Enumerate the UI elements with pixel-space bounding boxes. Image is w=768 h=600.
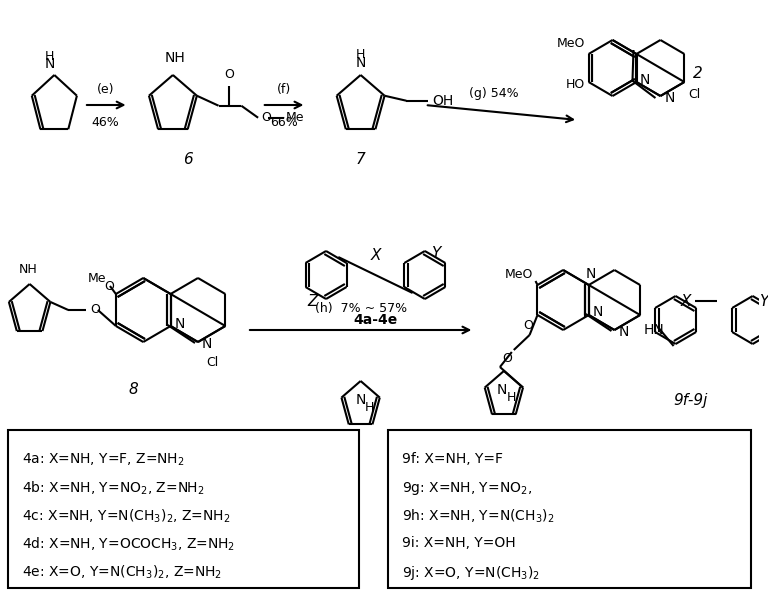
Text: H: H	[507, 391, 516, 404]
Text: N: N	[585, 267, 596, 281]
Text: X: X	[680, 293, 691, 308]
Text: N: N	[593, 305, 603, 319]
Text: N: N	[202, 337, 212, 351]
Text: 9i: X=NH, Y=OH: 9i: X=NH, Y=OH	[402, 536, 516, 550]
Text: (f): (f)	[276, 82, 290, 95]
Text: H: H	[45, 50, 54, 63]
Text: Y: Y	[759, 293, 768, 308]
Text: Y: Y	[431, 245, 440, 260]
Text: O: O	[502, 352, 511, 365]
Text: 8: 8	[128, 383, 138, 397]
Text: 4c: X=NH, Y=N(CH$_3$)$_2$, Z=NH$_2$: 4c: X=NH, Y=N(CH$_3$)$_2$, Z=NH$_2$	[22, 508, 230, 526]
Text: NH: NH	[18, 263, 37, 276]
Text: 4d: X=NH, Y=OCOCH$_3$, Z=NH$_2$: 4d: X=NH, Y=OCOCH$_3$, Z=NH$_2$	[22, 536, 235, 553]
Text: Cl: Cl	[206, 356, 218, 369]
Text: 4a-4e: 4a-4e	[353, 313, 398, 327]
Text: H: H	[365, 401, 374, 414]
Text: 2: 2	[693, 65, 703, 80]
Text: H: H	[356, 48, 366, 61]
Text: NH: NH	[164, 51, 185, 65]
Text: MeO: MeO	[556, 37, 584, 50]
Text: O: O	[104, 280, 114, 292]
Text: HO: HO	[565, 77, 584, 91]
Text: 9f-9j: 9f-9j	[674, 392, 707, 407]
Text: 9j: X=O, Y=N(CH$_3$)$_2$: 9j: X=O, Y=N(CH$_3$)$_2$	[402, 564, 540, 582]
Bar	[389, 430, 751, 588]
Text: MeO: MeO	[505, 268, 534, 281]
Text: (e): (e)	[97, 82, 114, 95]
Text: (h)  7% ~ 57%: (h) 7% ~ 57%	[315, 302, 407, 315]
Text: 46%: 46%	[92, 116, 120, 130]
Text: 6: 6	[183, 152, 193, 167]
Text: 4b: X=NH, Y=NO$_2$, Z=NH$_2$: 4b: X=NH, Y=NO$_2$, Z=NH$_2$	[22, 480, 204, 497]
Text: OH: OH	[432, 94, 453, 108]
Text: N: N	[618, 325, 629, 339]
Text: O: O	[90, 304, 100, 316]
Bar	[8, 430, 359, 588]
Text: 9g: X=NH, Y=NO$_2$,: 9g: X=NH, Y=NO$_2$,	[402, 480, 532, 497]
Text: N: N	[497, 383, 507, 397]
Text: 9h: X=NH, Y=N(CH$_3$)$_2$: 9h: X=NH, Y=N(CH$_3$)$_2$	[402, 508, 554, 526]
Text: N: N	[640, 73, 650, 87]
Text: N: N	[664, 91, 675, 105]
Text: 66%: 66%	[270, 116, 297, 130]
Text: (g) 54%: (g) 54%	[469, 87, 519, 100]
Text: X: X	[370, 248, 381, 263]
Text: Me: Me	[88, 271, 106, 284]
Text: O: O	[261, 111, 271, 124]
Text: O: O	[224, 68, 234, 81]
Text: 4a: X=NH, Y=F, Z=NH$_2$: 4a: X=NH, Y=F, Z=NH$_2$	[22, 452, 184, 469]
Text: Cl: Cl	[688, 88, 700, 101]
Text: N: N	[356, 56, 366, 70]
Text: N: N	[45, 57, 55, 71]
Text: N: N	[174, 317, 185, 331]
Text: 7: 7	[356, 152, 366, 167]
Text: 9f: X=NH, Y=F: 9f: X=NH, Y=F	[402, 452, 503, 466]
Text: Me: Me	[286, 111, 304, 124]
Text: 4e: X=O, Y=N(CH$_3$)$_2$, Z=NH$_2$: 4e: X=O, Y=N(CH$_3$)$_2$, Z=NH$_2$	[22, 564, 221, 581]
Text: N: N	[356, 393, 366, 407]
Text: HN: HN	[644, 323, 665, 337]
Text: Z: Z	[308, 293, 318, 308]
Text: O: O	[524, 319, 534, 332]
